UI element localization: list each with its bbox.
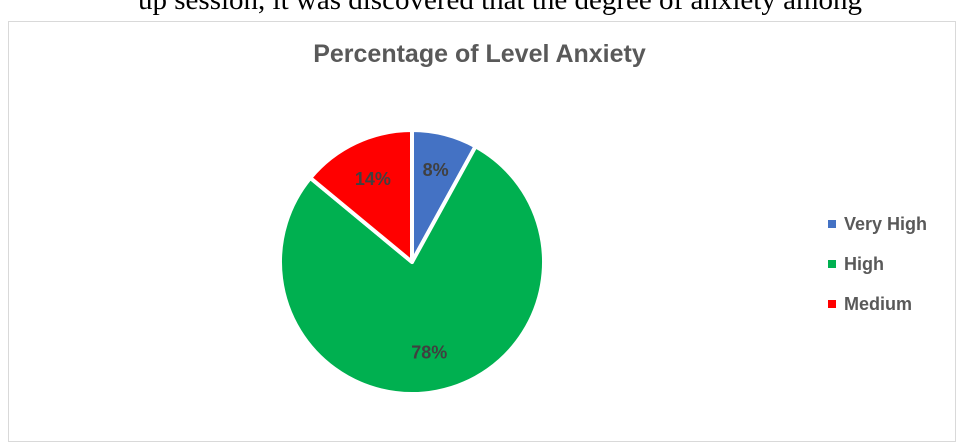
legend-item-high: High xyxy=(828,244,927,284)
legend-item-medium: Medium xyxy=(828,284,927,324)
legend-label: Medium xyxy=(844,293,913,314)
legend-swatch xyxy=(828,220,836,228)
data-label-high: 78% xyxy=(411,342,447,362)
chart-legend: Very High High Medium xyxy=(828,204,927,324)
legend-label: Very High xyxy=(844,213,928,234)
legend-label: High xyxy=(844,253,884,274)
document-text-fragment: up session, it was discovered that the d… xyxy=(138,0,862,16)
legend-item-very-high: Very High xyxy=(828,204,927,244)
legend-swatch xyxy=(828,260,836,268)
legend-swatch xyxy=(828,300,836,308)
pie-slice-medium xyxy=(308,128,414,264)
chart-frame xyxy=(8,21,956,442)
data-label-very-high: 8% xyxy=(423,160,449,180)
chart-title: Percentage of Level Anxiety xyxy=(313,40,646,68)
data-label-medium: 14% xyxy=(355,169,391,189)
